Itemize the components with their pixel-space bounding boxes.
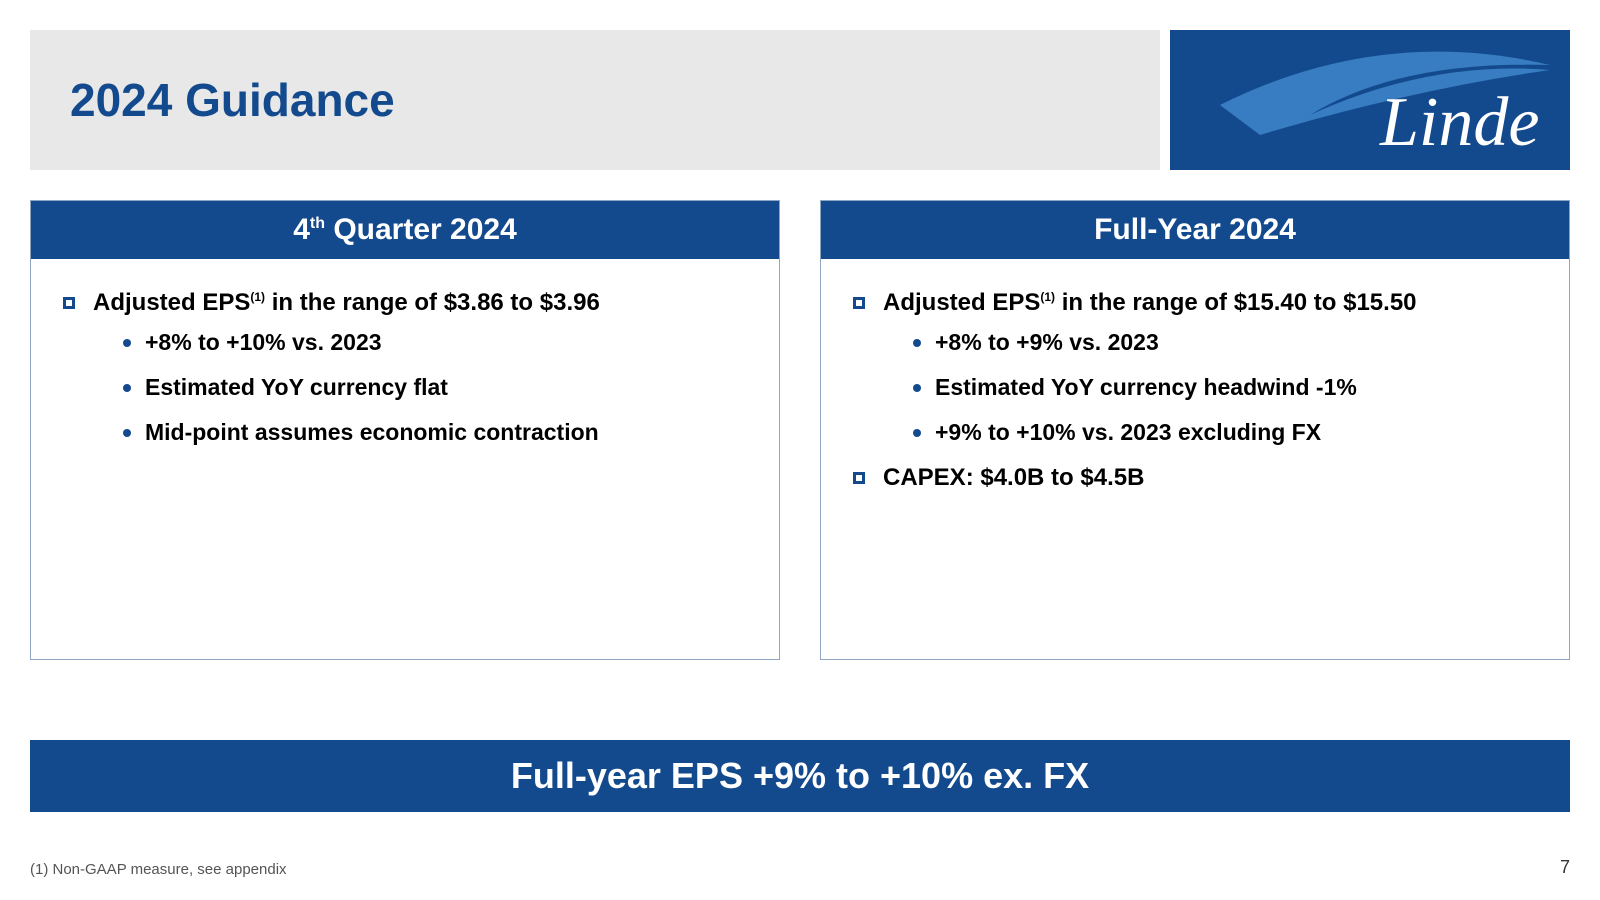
- dot-bullet-icon: [123, 384, 131, 392]
- square-bullet-icon: [853, 472, 865, 484]
- bullet-text: CAPEX: $4.0B to $4.5B: [883, 464, 1144, 492]
- dot-bullet-icon: [123, 429, 131, 437]
- sub-bullet-item: Estimated YoY currency flat: [123, 374, 747, 401]
- sub-list: +8% to +9% vs. 2023 Estimated YoY currenc…: [913, 329, 1537, 446]
- summary-banner: Full-year EPS +9% to +10% ex. FX: [30, 740, 1570, 812]
- dot-bullet-icon: [123, 339, 131, 347]
- sub-bullet-item: Estimated YoY currency headwind -1%: [913, 374, 1537, 401]
- sub-bullet-text: +8% to +9% vs. 2023: [935, 329, 1159, 356]
- slide: 2024 Guidance Linde 4th Quarter 2024 Adju…: [0, 0, 1600, 900]
- bullet-text: Adjusted EPS(1) in the range of $15.40 t…: [883, 289, 1417, 317]
- sub-bullet-item: +8% to +9% vs. 2023: [913, 329, 1537, 356]
- bullet-item: Adjusted EPS(1) in the range of $15.40 t…: [853, 289, 1537, 317]
- panel-1: Full-Year 2024 Adjusted EPS(1) in the ran…: [820, 200, 1570, 660]
- sub-bullet-item: +8% to +10% vs. 2023: [123, 329, 747, 356]
- sub-bullet-text: +8% to +10% vs. 2023: [145, 329, 382, 356]
- logo-text: Linde: [1379, 84, 1539, 161]
- panel-body: Adjusted EPS(1) in the range of $15.40 t…: [821, 259, 1569, 532]
- linde-logo-icon: Linde: [1180, 35, 1560, 165]
- title-bar: 2024 Guidance: [30, 30, 1160, 170]
- sub-bullet-item: Mid-point assumes economic contraction: [123, 419, 747, 446]
- dot-bullet-icon: [913, 339, 921, 347]
- sub-bullet-item: +9% to +10% vs. 2023 excluding FX: [913, 419, 1537, 446]
- bullet-item: Adjusted EPS(1) in the range of $3.86 to…: [63, 289, 747, 317]
- panels-container: 4th Quarter 2024 Adjusted EPS(1) in the r…: [30, 200, 1570, 660]
- panel-header: Full-Year 2024: [821, 201, 1569, 259]
- panel-header: 4th Quarter 2024: [31, 201, 779, 259]
- dot-bullet-icon: [913, 384, 921, 392]
- sub-bullet-text: Estimated YoY currency headwind -1%: [935, 374, 1357, 401]
- page-number: 7: [1560, 857, 1570, 878]
- sub-bullet-text: Estimated YoY currency flat: [145, 374, 448, 401]
- dot-bullet-icon: [913, 429, 921, 437]
- panel-body: Adjusted EPS(1) in the range of $3.86 to…: [31, 259, 779, 494]
- slide-title: 2024 Guidance: [70, 73, 395, 127]
- brand-logo: Linde: [1170, 30, 1570, 170]
- bullet-text: Adjusted EPS(1) in the range of $3.86 to…: [93, 289, 600, 317]
- square-bullet-icon: [853, 297, 865, 309]
- panel-0: 4th Quarter 2024 Adjusted EPS(1) in the r…: [30, 200, 780, 660]
- footnote: (1) Non-GAAP measure, see appendix: [30, 861, 287, 878]
- bullet-item: CAPEX: $4.0B to $4.5B: [853, 464, 1537, 492]
- square-bullet-icon: [63, 297, 75, 309]
- sub-bullet-text: Mid-point assumes economic contraction: [145, 419, 599, 446]
- sub-list: +8% to +10% vs. 2023 Estimated YoY curren…: [123, 329, 747, 446]
- sub-bullet-text: +9% to +10% vs. 2023 excluding FX: [935, 419, 1321, 446]
